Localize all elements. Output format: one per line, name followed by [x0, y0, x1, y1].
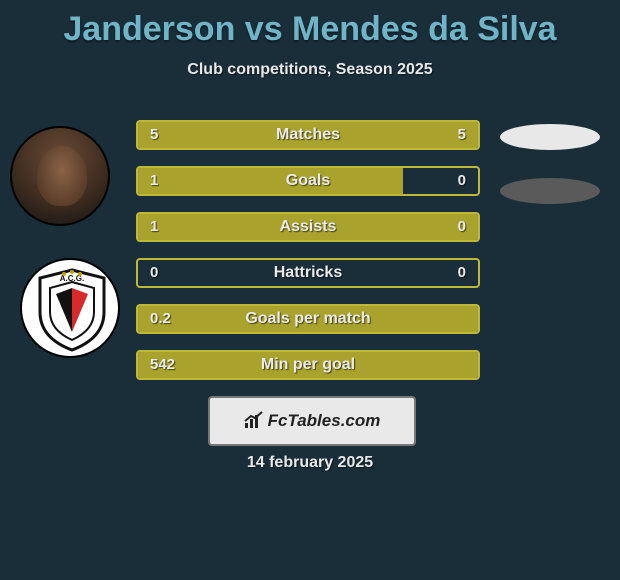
stat-bar-left — [138, 122, 308, 148]
stat-bar-left — [138, 352, 478, 378]
stat-bar-left — [138, 306, 478, 332]
stat-row: 0.2Goals per match — [136, 304, 480, 334]
player2-club-badge: A.C.G. — [20, 258, 120, 358]
stat-row: 10Assists — [136, 212, 480, 242]
player2-avatar-placeholder-1 — [500, 124, 600, 150]
page-title: Janderson vs Mendes da Silva — [0, 0, 620, 49]
stat-bar-right — [308, 122, 478, 148]
stat-row: 542Min per goal — [136, 350, 480, 380]
stat-row: 0 0Hattricks — [136, 258, 480, 288]
stat-row: 55Matches — [136, 120, 480, 150]
source-credit: FcTables.com — [208, 396, 416, 446]
source-credit-label: FcTables.com — [268, 411, 381, 430]
player1-avatar — [10, 126, 110, 226]
subtitle: Club competitions, Season 2025 — [0, 61, 620, 79]
stat-bar-left — [138, 214, 478, 240]
stat-value-right: 0 — [458, 260, 466, 286]
date-label: 14 february 2025 — [0, 454, 620, 472]
player2-avatar-placeholder-2 — [500, 178, 600, 204]
stat-value-left: 0 — [150, 260, 158, 286]
stat-bar-left — [138, 168, 403, 194]
stat-label: Hattricks — [138, 260, 478, 286]
stats-table: 55Matches10Goals10Assists00Hattricks0.2G… — [136, 120, 480, 396]
stat-row: 10Goals — [136, 166, 480, 196]
stat-value-right: 0 — [458, 168, 466, 194]
